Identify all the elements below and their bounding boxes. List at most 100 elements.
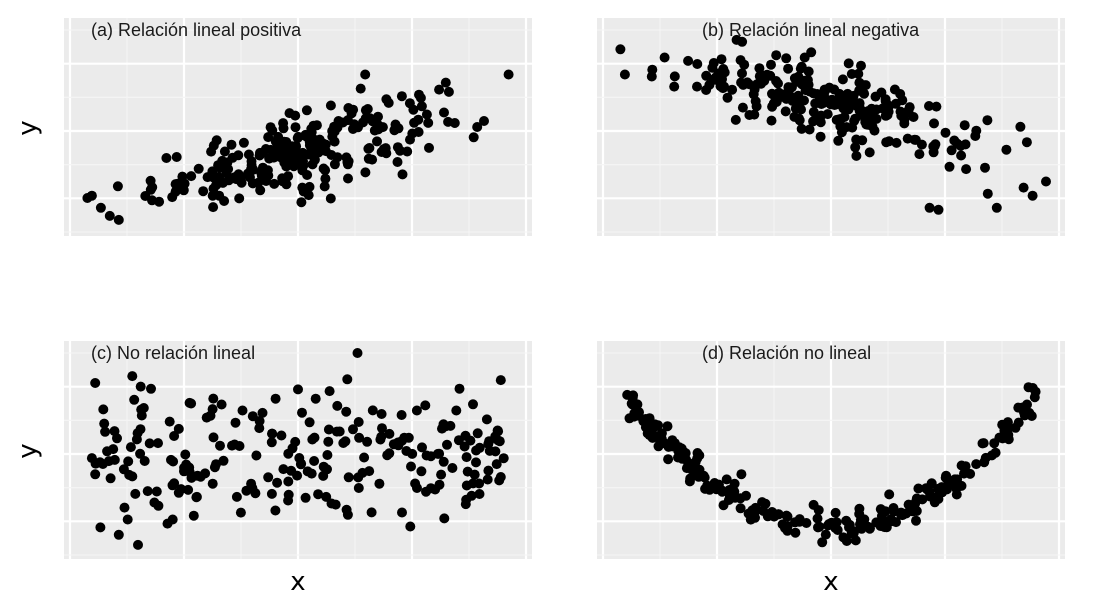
data-point (320, 173, 331, 184)
data-point (808, 88, 819, 99)
data-point (211, 459, 221, 470)
data-point (744, 110, 755, 120)
data-point (434, 479, 445, 490)
data-point (924, 202, 935, 213)
data-point (278, 118, 289, 129)
data-point (908, 112, 919, 122)
data-point (853, 68, 864, 79)
data-point (227, 440, 237, 451)
data-point (281, 179, 292, 190)
data-point (396, 91, 407, 102)
data-point (799, 52, 810, 63)
data-point (842, 93, 852, 104)
data-point (940, 127, 951, 138)
data-point (748, 89, 759, 100)
panel-c: (c) No relación lineal (64, 341, 532, 559)
data-point (692, 81, 702, 92)
data-point (796, 123, 807, 134)
data-point (766, 59, 776, 70)
data-point (353, 417, 364, 427)
data-point (218, 455, 229, 466)
data-point (318, 470, 329, 481)
data-point (377, 423, 387, 434)
data-point (331, 426, 342, 437)
data-point (112, 181, 123, 192)
data-point (218, 162, 229, 173)
data-point (231, 491, 242, 502)
data-point (264, 153, 275, 164)
data-point (292, 470, 303, 481)
data-point (490, 446, 501, 457)
data-point (309, 456, 320, 466)
data-point (494, 475, 505, 486)
data-point (283, 495, 294, 506)
data-point (483, 465, 494, 476)
data-point (436, 469, 447, 480)
data-point (310, 393, 321, 404)
data-point (481, 414, 492, 425)
data-point (936, 482, 947, 493)
data-point (669, 71, 680, 82)
data-point (880, 110, 891, 121)
data-point (342, 509, 353, 520)
data-point (795, 63, 806, 74)
data-point (290, 110, 301, 121)
data-point (145, 184, 156, 195)
data-point (281, 161, 292, 172)
data-point (916, 139, 927, 150)
data-point (272, 477, 283, 488)
data-point (851, 150, 862, 161)
data-point (460, 499, 471, 510)
data-point (226, 139, 237, 150)
data-point (1003, 429, 1014, 440)
data-point (238, 137, 249, 148)
data-point (503, 69, 514, 80)
data-point (857, 135, 868, 146)
y-axis-title-bottom: y (13, 443, 43, 458)
data-point (888, 506, 899, 516)
data-point (274, 148, 285, 159)
data-point (462, 466, 473, 477)
data-point (329, 136, 340, 147)
data-point (757, 497, 768, 508)
data-point (135, 381, 146, 392)
data-point (624, 413, 635, 424)
data-point (790, 517, 800, 528)
data-point (790, 103, 801, 114)
panel-title: (b) Relación lineal negativa (702, 20, 920, 40)
data-point (98, 404, 109, 415)
data-point (931, 101, 942, 112)
data-point (792, 76, 803, 87)
data-point (471, 445, 482, 456)
data-point (956, 150, 967, 161)
data-point (854, 102, 865, 113)
data-point (468, 478, 479, 489)
data-point (169, 431, 180, 441)
data-point (360, 167, 371, 178)
data-point (270, 393, 281, 404)
data-point (367, 405, 378, 416)
data-point (186, 171, 197, 182)
data-point (757, 70, 768, 81)
data-point (170, 179, 181, 190)
data-point (722, 92, 733, 103)
data-point (257, 407, 268, 418)
data-point (447, 463, 458, 473)
data-point (376, 409, 387, 419)
data-point (376, 147, 387, 157)
data-point (808, 107, 819, 117)
data-point (933, 204, 944, 215)
data-point (340, 436, 351, 447)
data-point (474, 489, 485, 499)
data-point (270, 136, 281, 147)
data-point (841, 536, 852, 546)
data-point (317, 138, 328, 149)
data-point (343, 173, 353, 184)
data-point (169, 478, 180, 489)
data-point (991, 202, 1002, 213)
data-point (669, 81, 680, 92)
data-point (234, 441, 245, 451)
data-point (1023, 382, 1034, 393)
data-point (392, 142, 403, 153)
data-point (737, 36, 748, 47)
